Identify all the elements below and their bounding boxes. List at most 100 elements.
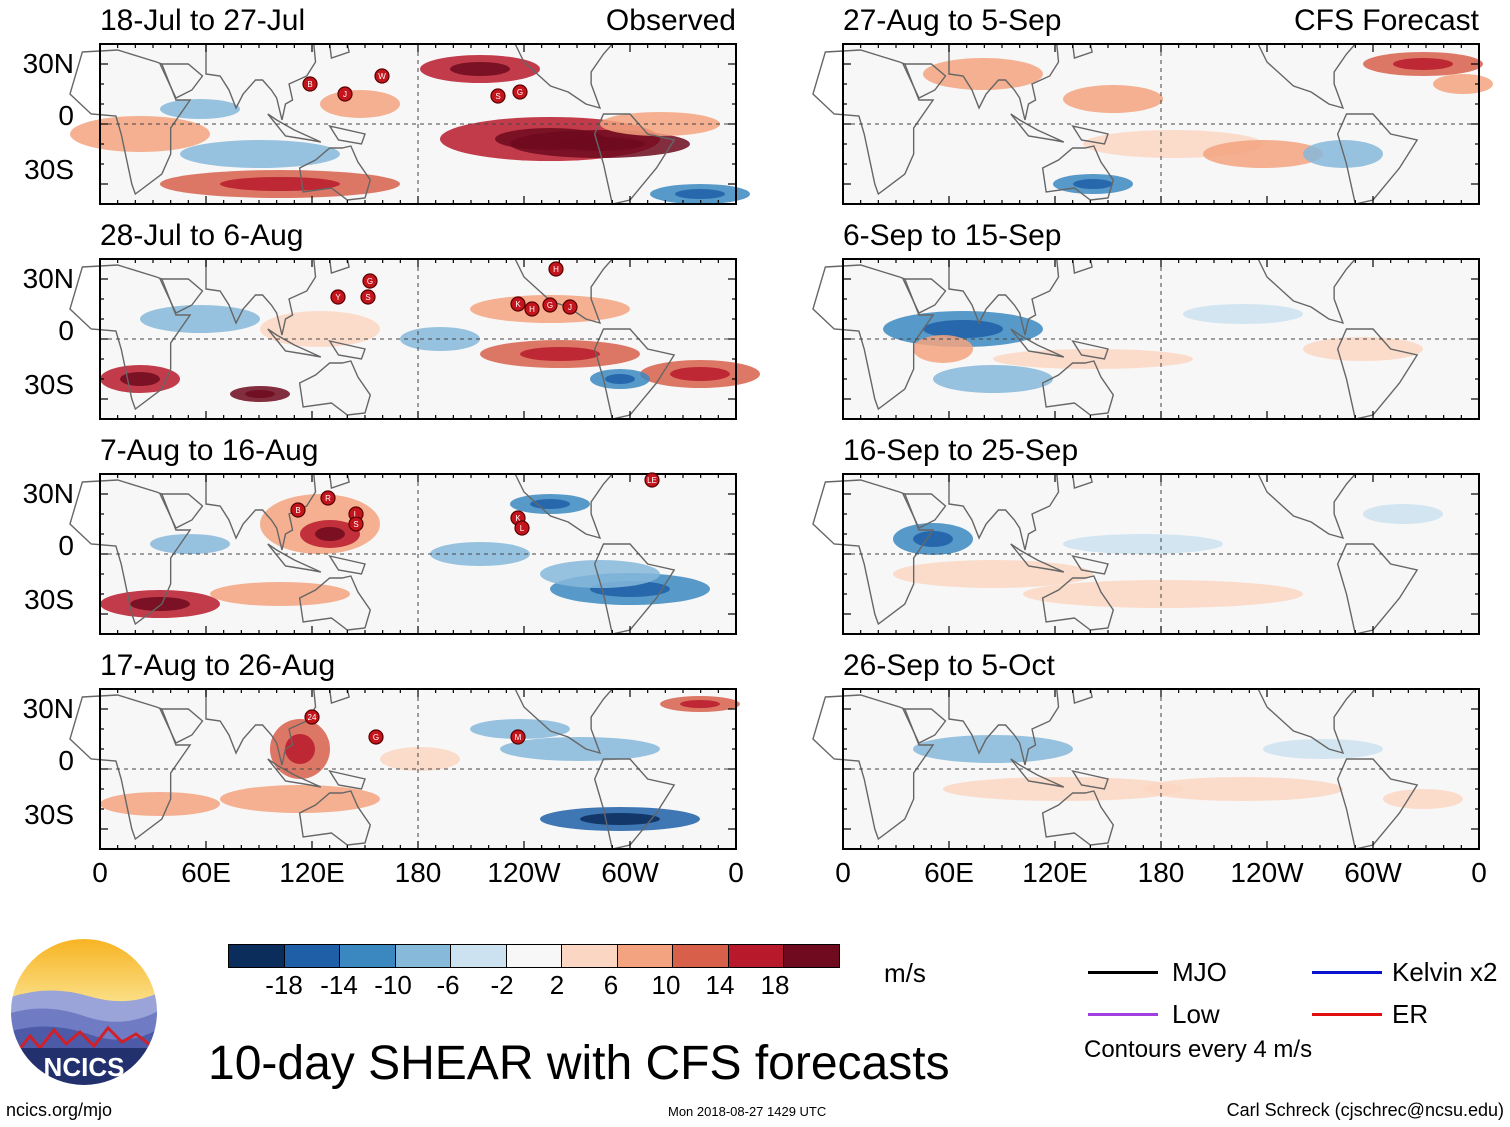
legend-line-er	[1312, 1013, 1382, 1016]
shear-anomaly-core	[675, 189, 725, 199]
footer-author: Carl Schreck (cjschrec@ncsu.edu)	[1226, 1100, 1504, 1120]
shear-anomaly	[1063, 534, 1223, 554]
colorbar-tick: -10	[374, 970, 412, 1000]
colorbar-units: m/s	[884, 958, 926, 988]
colorbar-swatch	[727, 945, 783, 967]
colorbar-swatch	[283, 945, 339, 967]
tropical-cyclone-marker: G	[512, 84, 528, 100]
coastline	[328, 554, 366, 575]
tropical-cyclone-marker: K	[510, 296, 526, 312]
colorbar-tick: 14	[705, 970, 735, 1000]
storm-label: G	[367, 277, 373, 286]
coastline	[267, 328, 322, 358]
shear-anomaly-core	[450, 62, 510, 76]
lat-label-30n: 30N	[22, 263, 74, 294]
coastline	[267, 758, 322, 788]
shear-anomaly	[400, 327, 480, 351]
storm-label: B	[307, 80, 312, 89]
panel-title: 6-Sep to 15-Sep	[843, 219, 1062, 252]
shear-anomaly-core	[245, 390, 275, 398]
colorbar-swatch	[394, 945, 450, 967]
legend-label-mjo: MJO	[1172, 957, 1227, 987]
storm-label: L	[520, 524, 525, 533]
coastline	[901, 63, 947, 99]
tropical-cyclone-marker: S	[348, 516, 364, 532]
lon-label: 60E	[181, 857, 231, 888]
panel-forecast-4: 26-Sep to 5-Oct	[812, 649, 1480, 850]
tropical-cyclone-marker: H	[548, 261, 564, 277]
storm-label: L	[354, 510, 359, 519]
shear-anomaly-core	[680, 700, 720, 708]
lat-label-eq: 0	[58, 745, 74, 776]
lon-label: 120E	[1022, 857, 1088, 888]
storm-label: K	[515, 300, 521, 309]
lon-label: 180	[1137, 857, 1185, 888]
coastline	[298, 360, 372, 416]
colorbar	[228, 944, 840, 968]
tropical-cyclone-marker: H	[524, 301, 540, 317]
lon-label: 60W	[1344, 857, 1402, 888]
panel-label: Observed	[605, 4, 736, 37]
tropical-cyclone-marker: J	[337, 86, 353, 102]
storm-label: S	[353, 520, 358, 529]
coastline	[69, 479, 192, 626]
shear-anomaly-core	[605, 374, 635, 384]
coastline	[1071, 124, 1109, 145]
lon-label: 180	[394, 857, 442, 888]
colorbar-tick: -14	[320, 970, 358, 1000]
shear-anomaly	[893, 560, 1093, 588]
footer-timestamp: Mon 2018-08-27 1429 UTC	[668, 1104, 827, 1119]
lon-label: 120E	[279, 857, 345, 888]
storm-label: H	[529, 305, 535, 314]
lon-label: 120W	[1230, 857, 1304, 888]
tropical-cyclone-marker: G	[542, 297, 558, 313]
coastline	[1010, 113, 1065, 143]
coastline	[1041, 145, 1115, 201]
lat-label-30n: 30N	[22, 478, 74, 509]
lon-label: 120W	[487, 857, 561, 888]
coastline	[812, 49, 935, 196]
shear-anomaly	[1383, 789, 1463, 809]
panel-title: 16-Sep to 25-Sep	[843, 434, 1079, 467]
coastline	[205, 473, 317, 551]
lat-label-30s: 30S	[24, 369, 74, 400]
coastline	[812, 264, 935, 411]
legend-label-er: ER	[1392, 999, 1429, 1029]
shear-anomaly-core	[130, 597, 190, 611]
colorbar-tick: 2	[549, 970, 565, 1000]
storm-label: Y	[335, 293, 341, 302]
tropical-cyclone-marker: R	[320, 490, 336, 506]
panel-forecast-1: 27-Aug to 5-Sep CFS Forecast	[812, 4, 1493, 205]
tropical-cyclone-marker: G	[368, 729, 384, 745]
panel-forecast-2: 6-Sep to 15-Sep	[812, 219, 1480, 420]
colorbar-swatch	[339, 945, 395, 967]
coastline	[1071, 769, 1109, 790]
panel-title: 26-Sep to 5-Oct	[843, 649, 1055, 682]
storm-label: W	[378, 72, 386, 81]
coastline	[1041, 575, 1115, 631]
shear-anomaly	[1023, 580, 1303, 608]
coastline	[901, 708, 947, 744]
lat-label-eq: 0	[58, 530, 74, 561]
shear-anomaly	[160, 99, 240, 119]
tropical-cyclone-marker: J	[562, 299, 578, 315]
coastline	[1010, 328, 1065, 358]
coastline	[593, 328, 676, 420]
shear-anomaly-core	[555, 137, 645, 151]
shear-anomaly-core	[520, 347, 600, 361]
shear-anomaly-core	[220, 177, 340, 191]
tropical-cyclone-marker: M	[510, 729, 526, 745]
coastline	[948, 258, 1060, 336]
storm-label: H	[553, 265, 559, 274]
shear-anomaly	[470, 719, 570, 739]
coastline	[69, 694, 192, 841]
footer-link[interactable]: ncics.org/mjo	[6, 1100, 113, 1120]
colorbar-tick: 10	[651, 970, 681, 1000]
legend-line-mjo	[1088, 971, 1158, 974]
storm-label: J	[343, 90, 347, 99]
storm-label: LE	[647, 476, 657, 485]
tropical-cyclone-marker: W	[374, 68, 390, 84]
coastline	[901, 278, 947, 314]
lat-label-eq: 0	[58, 315, 74, 346]
tropical-cyclone-marker: L	[514, 520, 530, 536]
